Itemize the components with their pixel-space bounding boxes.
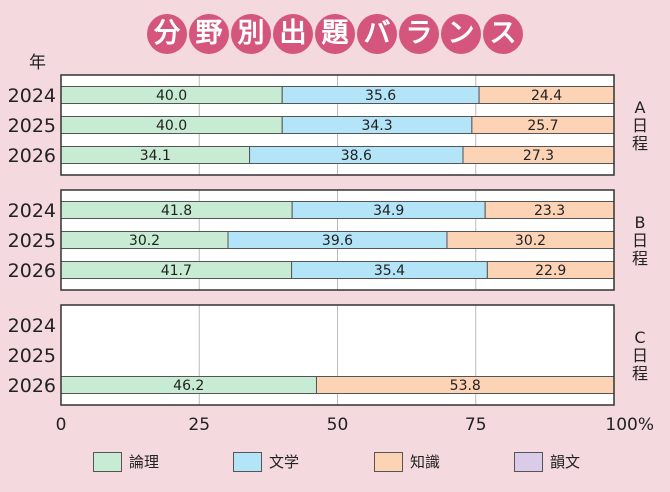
bar-value-label: 30.2	[515, 233, 546, 249]
bar-value-label: 34.3	[361, 118, 392, 134]
panel-border	[60, 304, 615, 406]
group-label: A	[635, 98, 646, 117]
year-label: 2026	[8, 375, 56, 397]
bar-value-label: 30.2	[129, 233, 160, 249]
title-char: 野	[189, 14, 229, 54]
year-label: 2026	[8, 145, 56, 167]
group-label: 日	[632, 116, 648, 135]
legend-swatch	[374, 452, 403, 472]
title-char: 出	[273, 14, 313, 54]
x-tick-label: 100%	[605, 415, 654, 435]
group-label: B	[635, 213, 646, 232]
chart-title: 分野別出題バランス	[0, 14, 670, 64]
bar-value-label: 34.9	[373, 203, 404, 219]
bar-value-label: 40.0	[156, 118, 187, 134]
year-label: 2025	[8, 230, 56, 252]
legend-label: 知識	[410, 453, 441, 471]
bar-value-label: 41.7	[161, 263, 192, 279]
bar-value-label: 35.4	[374, 263, 405, 279]
group-label: 程	[632, 364, 648, 383]
bar-value-label: 22.9	[535, 263, 566, 279]
title-char: ン	[441, 14, 481, 54]
bar-value-label: 34.1	[140, 148, 171, 164]
legend-label: 韻文	[550, 453, 581, 471]
bar-value-label: 25.7	[527, 118, 558, 134]
title-char: 分	[147, 14, 187, 54]
year-label: 2025	[8, 115, 56, 137]
year-header: 年	[29, 53, 46, 73]
group-label: 日	[632, 231, 648, 250]
year-label: 2024	[8, 315, 56, 337]
bar-value-label: 27.3	[523, 148, 554, 164]
year-label: 2024	[8, 200, 56, 222]
x-tick-label: 50	[327, 415, 349, 435]
title-char: 題	[315, 14, 355, 54]
panel-border	[60, 189, 615, 291]
year-label: 2024	[8, 85, 56, 107]
legend-swatch	[93, 452, 122, 472]
group-label: 日	[632, 346, 648, 365]
bar-value-label: 38.6	[341, 148, 372, 164]
title-char: 別	[231, 14, 271, 54]
title-char: バ	[357, 14, 397, 54]
group-label: C	[634, 328, 645, 347]
bar-value-label: 40.0	[156, 88, 187, 104]
x-tick-label: 75	[465, 415, 487, 435]
bar-value-label: 39.6	[322, 233, 353, 249]
legend-swatch	[514, 452, 543, 472]
x-tick-label: 25	[188, 415, 210, 435]
legend-label: 文学	[269, 453, 300, 471]
bar-value-label: 24.4	[531, 88, 562, 104]
bar-value-label: 41.8	[161, 203, 192, 219]
bar-value-label: 35.6	[365, 88, 396, 104]
x-tick-label: 0	[56, 415, 67, 435]
legend-swatch	[233, 452, 262, 472]
group-label: 程	[632, 134, 648, 153]
title-char: ス	[483, 14, 523, 54]
panel-border	[60, 74, 615, 176]
year-label: 2025	[8, 345, 56, 367]
legend-label: 論理	[129, 453, 160, 471]
year-label: 2026	[8, 260, 56, 282]
bar-value-label: 46.2	[173, 378, 204, 394]
bar-value-label: 53.8	[450, 378, 481, 394]
title-char: ラ	[399, 14, 439, 54]
group-label: 程	[632, 249, 648, 268]
bar-value-label: 23.3	[534, 203, 565, 219]
